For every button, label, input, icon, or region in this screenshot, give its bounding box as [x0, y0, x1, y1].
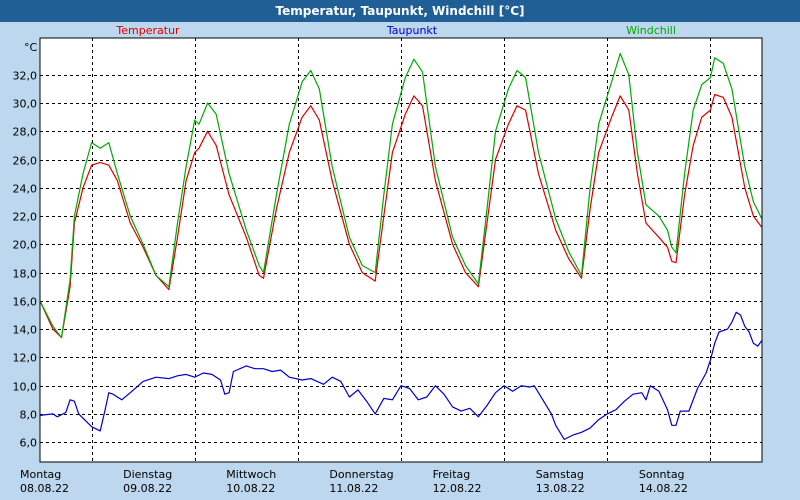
series-line-taupunkt — [39, 311, 763, 440]
y-axis-unit: °C — [24, 41, 38, 54]
plot-border — [39, 37, 763, 463]
x-tick-date: 08.08.22 — [20, 482, 69, 495]
x-tick-date: 13.08.22 — [536, 482, 585, 495]
y-tick-label: 24,0 — [13, 183, 38, 196]
x-tick-day: Freitag — [433, 468, 471, 481]
x-tick-date: 11.08.22 — [329, 482, 378, 495]
legend-taupunkt: Taupunkt — [386, 24, 438, 37]
y-tick-label: 12,0 — [13, 352, 38, 365]
x-tick-date: 10.08.22 — [226, 482, 275, 495]
chart-svg: 6,0 8,0 10,0 12,0 14,0 16,0 18,0 20,0 22,0 24,0 26… — [13, 24, 763, 495]
y-tick-label: 16,0 — [13, 296, 38, 309]
x-tick-date: 14.08.22 — [639, 482, 688, 495]
x-tick-day: Samstag — [536, 468, 584, 481]
x-tick-day: Donnerstag — [329, 468, 393, 481]
legend-temperatur: Temperatur — [115, 24, 180, 37]
y-tick-label: 30,0 — [13, 98, 38, 111]
y-tick-label: 14,0 — [13, 324, 38, 337]
y-tick-label: 20,0 — [13, 239, 38, 252]
y-tick-label: 32,0 — [13, 70, 38, 83]
x-tick-date: 12.08.22 — [433, 482, 482, 495]
x-tick-day: Montag — [20, 468, 61, 481]
x-tick-day: Dienstag — [123, 468, 172, 481]
y-tick-label: 22,0 — [13, 211, 38, 224]
y-tick-label: 6,0 — [20, 437, 38, 450]
y-tick-label: 26,0 — [13, 155, 38, 168]
series-line-windchill — [39, 52, 763, 339]
y-tick-label: 8,0 — [20, 409, 38, 422]
legend-windchill: Windchill — [626, 24, 676, 37]
y-tick-label: 18,0 — [13, 268, 38, 281]
y-tick-label: 28,0 — [13, 126, 38, 139]
x-tick-date: 09.08.22 — [123, 482, 172, 495]
x-tick-day: Mittwoch — [226, 468, 276, 481]
chart-title: Temperatur, Taupunkt, Windchill [°C] — [0, 0, 800, 22]
x-tick-day: Sonntag — [639, 468, 685, 481]
y-tick-label: 10,0 — [13, 381, 38, 394]
